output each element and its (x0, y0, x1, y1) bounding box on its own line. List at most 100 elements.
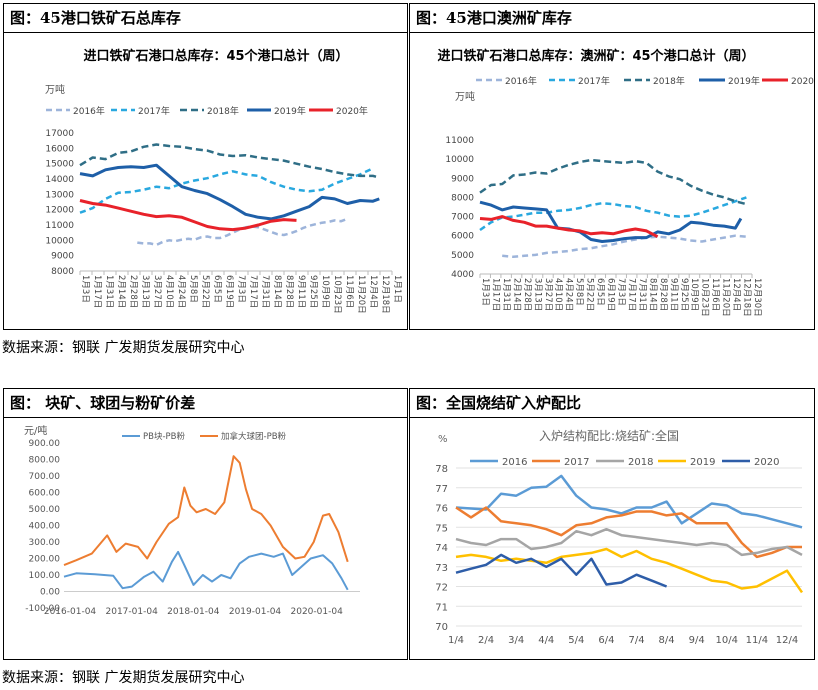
x-tick-label: 7月3日 (236, 275, 246, 303)
legend-label: 2018 (628, 457, 653, 468)
x-tick-label: 1月1日 (392, 275, 402, 303)
x-tick-label: 12月18日 (742, 278, 752, 317)
chart-title: 入炉结构配比:烧结矿:全国 (539, 428, 679, 443)
y-tick-label: 300.00 (29, 538, 61, 548)
y-tick-label: 10000 (45, 236, 74, 246)
x-tick-label: 12月4日 (368, 275, 378, 308)
legend-label: 2017 (564, 457, 589, 468)
legend-label: 2020 (754, 457, 779, 468)
y-tick-label: 800.00 (29, 456, 61, 466)
x-tick-label: 5月22日 (585, 278, 595, 311)
x-tick-label: 2018-01-04 (167, 607, 220, 617)
panel-lump-pellet-spread: 图： 块矿、球团与粉矿价差 元/吨 -100.00 0.00 100.00 200.00… (3, 388, 408, 660)
x-tick-label: 3月13日 (140, 275, 150, 308)
y-tick-label: 71 (435, 602, 448, 613)
x-tick-label: 1/4 (448, 635, 464, 646)
y-tick-label: 75 (435, 523, 448, 534)
x-tick-label: 7月31日 (260, 275, 270, 308)
x-tick-label: 11/4 (746, 635, 768, 646)
chart-port-total-inventory: 进口铁矿石港口总库存：45个港口总计（周） 万吨 8000 9000 10000 1100… (45, 48, 402, 314)
data-source-note: 数据来源：钢联 广发期货发展研究中心 (2, 340, 245, 356)
x-tick-label: 10月9日 (320, 275, 330, 308)
panel-sinter-ratio: 图：全国烧结矿入炉配比 入炉结构配比:烧结矿:全国% 70 71 72 73 74 75 76… (409, 388, 815, 660)
y-tick-label: 7000 (451, 213, 474, 223)
x-tick-label: 1月3日 (80, 275, 90, 303)
y-tick-label: 74 (435, 543, 448, 554)
panel-title: 图： 块矿、球团与粉矿价差 (4, 389, 407, 418)
x-tick-label: 8月28日 (658, 278, 668, 311)
y-axis-unit: 元/吨 (24, 424, 47, 437)
x-tick-label: 7/4 (628, 635, 644, 646)
x-tick-label: 2月14日 (116, 275, 126, 308)
legend-label: PB块-PB粉 (143, 431, 185, 442)
x-tick-label: 2020-01-04 (291, 607, 344, 617)
x-tick-label: 7月17日 (248, 275, 258, 308)
y-tick-label: 77 (435, 484, 448, 495)
y-tick-label: 9000 (51, 252, 74, 262)
x-tick-label: 4月10日 (164, 275, 174, 308)
chart-sinter-ratio: 入炉结构配比:烧结矿:全国% 70 71 72 73 74 75 76 77 78 1/4 2/4 3/… (435, 428, 804, 646)
x-tick-label: 12月30日 (752, 278, 762, 317)
legend-label: 2018年 (207, 105, 239, 117)
x-tick-label: 2017-01-04 (106, 607, 159, 617)
y-tick-label: 5000 (451, 251, 474, 261)
x-tick-label: 4月24日 (564, 278, 574, 311)
panel-title: 图：全国烧结矿入炉配比 (410, 389, 814, 418)
x-tick-label: 8/4 (659, 635, 675, 646)
legend-label: 2020年 (791, 75, 814, 87)
series-line-2020 (455, 553, 668, 588)
x-tick-label: 9月25日 (308, 275, 318, 308)
legend-label: 2020年 (336, 105, 368, 117)
series-line-加拿大球团-PB粉 (63, 455, 349, 567)
x-tick-label: 8月28日 (284, 275, 294, 308)
panel-title: 图：45港口铁矿石总库存 (4, 4, 407, 33)
series-line-2019年 (79, 163, 380, 221)
legend-label: 2017年 (138, 105, 170, 117)
y-tick-label: 100.00 (29, 571, 61, 581)
x-tick-label: 8月14日 (647, 278, 657, 311)
legend-label: 2016 (502, 457, 527, 468)
y-tick-label: 12000 (45, 206, 74, 216)
series-line-2018 (455, 527, 803, 557)
chart-lump-pellet-spread: 元/吨 -100.00 0.00 100.00 200.00 300.00 400.00 50… (24, 424, 360, 617)
x-tick-label: 4月10日 (553, 278, 563, 311)
x-tick-label: 6/4 (598, 635, 614, 646)
x-tick-label: 11月20日 (721, 278, 731, 317)
y-tick-label: 700.00 (29, 472, 61, 482)
y-tick-label: 9000 (451, 174, 474, 184)
chart-title: 进口铁矿石港口总库存：45个港口总计（周） (83, 48, 348, 64)
series-line-PB块-PB粉 (63, 550, 349, 591)
y-tick-label: 900.00 (29, 439, 61, 449)
y-axis-unit: 万吨 (45, 83, 65, 96)
x-tick-label: 10月23日 (332, 275, 342, 314)
series-line-2018年 (79, 143, 380, 179)
x-tick-label: 4/4 (538, 635, 554, 646)
x-tick-label: 12月18日 (380, 275, 390, 314)
chart-title: 进口铁矿石港口总库存：澳洲矿：45个港口总计（周） (437, 48, 754, 64)
x-tick-label: 1月17日 (490, 278, 500, 311)
x-tick-label: 3/4 (508, 635, 524, 646)
y-tick-label: 76 (435, 504, 448, 515)
x-tick-label: 6月5日 (595, 278, 605, 306)
y-tick-label: 0.00 (40, 588, 60, 598)
legend-label: 2018年 (653, 75, 685, 87)
y-tick-label: 14000 (45, 175, 74, 185)
y-tick-label: 400.00 (29, 522, 61, 532)
series-line-2017 (455, 506, 802, 559)
x-tick-label: 1月17日 (92, 275, 102, 308)
x-tick-label: 12/4 (776, 635, 798, 646)
chart-australia-ore-inventory: 进口铁矿石港口总库存：澳洲矿：45个港口总计（周） 万吨 4000 5000 6000 7… (437, 48, 814, 317)
x-tick-label: 5月22日 (200, 275, 210, 308)
y-axis-unit: 万吨 (455, 90, 475, 103)
y-tick-label: 8000 (451, 193, 474, 203)
x-tick-label: 3月27日 (543, 278, 553, 311)
x-tick-label: 2016-01-04 (44, 607, 97, 617)
x-tick-label: 5月8日 (574, 278, 584, 306)
x-tick-label: 6月19日 (606, 278, 616, 311)
x-tick-label: 1月31日 (501, 278, 511, 311)
x-tick-label: 3月27日 (152, 275, 162, 308)
y-tick-label: 8000 (51, 267, 74, 277)
series-line-2016年 (137, 217, 348, 247)
y-tick-label: 500.00 (29, 505, 61, 515)
x-tick-label: 2/4 (478, 635, 494, 646)
